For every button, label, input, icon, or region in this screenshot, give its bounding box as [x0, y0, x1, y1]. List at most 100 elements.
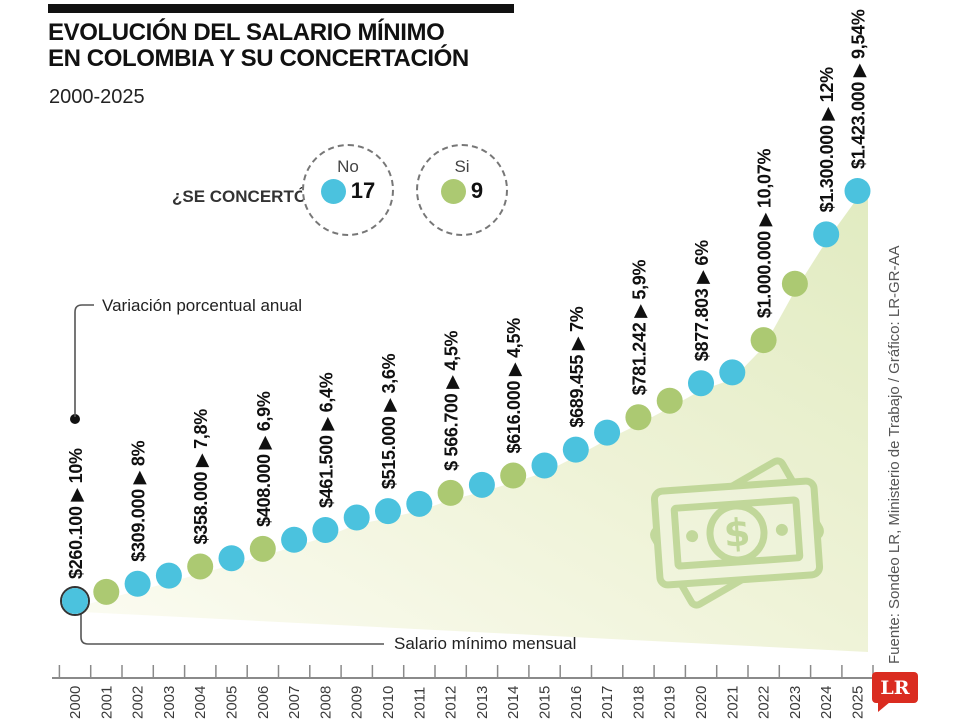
axis-year-2007: 2007: [286, 686, 303, 719]
axis-year-2021: 2021: [724, 686, 741, 719]
data-label-2012: $ 566.700 ▶ 4,5%: [442, 330, 462, 470]
data-label-2006: $408.000 ▶ 6,9%: [254, 391, 274, 527]
data-label-2008: $461.500 ▶ 6,4%: [316, 372, 336, 508]
variation-anchor-dot: [70, 414, 80, 424]
source-credit: Fuente: Sondeo LR, Ministerio de Trabajo…: [886, 245, 903, 664]
data-point-2008: [312, 516, 339, 543]
data-label-2014: $616.000 ▶ 4,5%: [504, 318, 524, 454]
data-point-2022: [750, 327, 777, 354]
axis-year-2001: 2001: [98, 686, 115, 719]
data-label-2000: $260.100 ▶ 10%: [66, 448, 86, 579]
data-point-2013: [468, 471, 495, 498]
salary-callout-line: [80, 613, 384, 645]
legend-si-count: 9: [470, 178, 484, 203]
title-line-1: EVOLUCIÓN DEL SALARIO MÍNIMO: [48, 19, 445, 46]
data-point-2002: [124, 570, 151, 597]
axis-year-2002: 2002: [130, 686, 147, 719]
axis-year-2012: 2012: [443, 686, 460, 719]
data-point-2024: [813, 221, 840, 248]
subtitle-years: 2000-2025: [49, 86, 145, 108]
legend-circle-no: No 17: [302, 144, 394, 236]
axis-year-2025: 2025: [850, 686, 867, 719]
axis-year-2024: 2024: [818, 686, 835, 719]
bill-center-circle: [706, 502, 768, 564]
axis-year-2016: 2016: [568, 686, 585, 719]
variation-annotation: Variación porcentual anual: [102, 296, 303, 315]
axis-year-2010: 2010: [380, 686, 397, 719]
legend-no-count: 17: [350, 178, 376, 203]
page-title: EVOLUCIÓN DEL SALARIO MÍNIMO EN COLOMBIA…: [48, 19, 568, 73]
data-point-2003: [155, 562, 182, 589]
data-label-2024: $1.300.000 ▶ 12%: [817, 67, 837, 212]
data-label-2016: $689.455 ▶ 7%: [567, 306, 587, 427]
salary-annotation: Salario mínimo mensual: [394, 634, 577, 653]
axis-year-2005: 2005: [224, 686, 241, 719]
legend-question: ¿SE CONCERTÓ?: [172, 187, 318, 206]
axis-year-2003: 2003: [161, 686, 178, 719]
bill-right-dot: [775, 523, 788, 536]
first-point-ring: [60, 586, 90, 616]
data-point-2020: [688, 370, 714, 397]
legend-si-label: Si: [454, 157, 470, 176]
callout-graphics: [60, 304, 384, 645]
data-point-2012: [437, 479, 464, 506]
axis-year-2020: 2020: [693, 686, 710, 719]
axis-year-2013: 2013: [474, 686, 491, 719]
data-points: [62, 178, 871, 614]
axis-year-2023: 2023: [787, 686, 804, 719]
data-point-2017: [594, 419, 621, 446]
title-line-2: EN COLOMBIA Y SU CONCERTACIÓN: [48, 45, 469, 73]
data-point-2010: [375, 498, 401, 525]
axis-year-2022: 2022: [756, 686, 773, 719]
legend-no-dot-icon: [320, 178, 346, 204]
data-point-2014: [500, 462, 527, 489]
variation-callout-line: [74, 304, 94, 417]
data-point-2023: [781, 270, 808, 297]
legend-no-label: No: [337, 157, 359, 176]
axis-year-2019: 2019: [662, 686, 679, 719]
header-accent-bar: [48, 4, 514, 13]
data-point-2006: [249, 535, 276, 562]
data-point-2018: [625, 404, 652, 431]
data-point-2000: [62, 588, 88, 614]
axis-year-2014: 2014: [505, 686, 522, 719]
data-label-2022: $1.000.000 ▶ 10,07%: [755, 149, 775, 319]
axis-year-2000: 2000: [67, 686, 84, 719]
data-point-2009: [343, 504, 370, 531]
x-axis-ticks: 2000 2001 2002 2003 2004 2005 2006 2007 2008 2009…: [58, 665, 874, 719]
axis-year-2017: 2017: [599, 686, 616, 719]
axis-year-2018: 2018: [630, 686, 647, 719]
lr-logo: LR: [872, 672, 918, 712]
legend-si-dot-icon: [440, 178, 466, 204]
data-point-2016: [562, 436, 589, 463]
data-point-2011: [406, 490, 433, 517]
lr-logo-text: LR: [880, 676, 910, 699]
axis-year-2006: 2006: [255, 686, 272, 719]
data-label-2002: $309.000 ▶ 8%: [129, 440, 149, 561]
data-point-2007: [281, 526, 308, 553]
axis-year-2004: 2004: [192, 686, 209, 719]
dollar-sign-icon: $: [722, 510, 751, 556]
axis-year-2008: 2008: [317, 686, 334, 719]
data-point-2019: [656, 387, 683, 414]
data-point-2021: [719, 359, 746, 386]
bill-left-dot: [686, 530, 699, 543]
axis-year-2015: 2015: [537, 686, 554, 719]
data-point-2005: [218, 545, 245, 572]
data-label-2010: $515.000 ▶ 3,6%: [379, 353, 399, 489]
data-label-2018: $781.242 ▶ 5,9%: [629, 260, 649, 396]
data-point-2001: [93, 578, 120, 605]
data-label-2004: $358.000 ▶ 7,8%: [191, 409, 211, 545]
legend-circle-si: Si 9: [416, 144, 508, 236]
data-label-2025: $1.423.000 ▶ 9,54%: [849, 9, 869, 169]
money-bill-icon: $: [650, 457, 824, 609]
data-point-2004: [187, 553, 214, 580]
axis-year-2011: 2011: [411, 687, 428, 719]
axis-year-2009: 2009: [349, 686, 366, 719]
data-point-2025: [844, 178, 871, 204]
data-labels: $260.100 ▶ 10% $309.000 ▶ 8% $358.000 ▶ 7,…: [66, 9, 869, 579]
data-point-2015: [531, 452, 558, 479]
data-label-2020: $877.803 ▶ 6%: [692, 240, 712, 361]
